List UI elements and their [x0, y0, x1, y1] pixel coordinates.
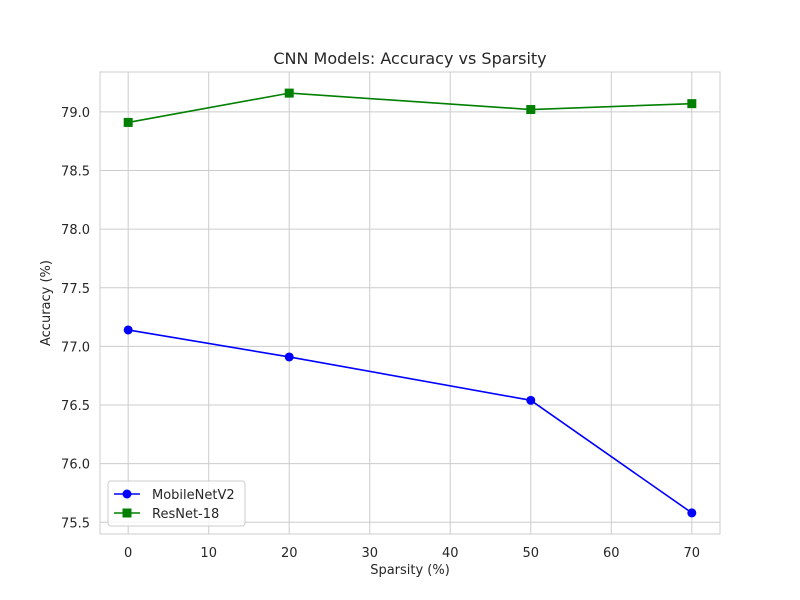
- data-point-mobilenetv2: [284, 352, 294, 362]
- legend-marker-resnet-18: [122, 508, 132, 518]
- y-tick-label: 78.0: [61, 223, 90, 238]
- series-mobilenetv2: [123, 325, 697, 518]
- series-resnet-18: [123, 88, 697, 127]
- x-tick-label: 50: [523, 546, 540, 561]
- x-axis-title: Sparsity (%): [370, 563, 450, 578]
- data-point-resnet-18: [123, 117, 133, 127]
- x-tick-label: 0: [124, 546, 132, 561]
- y-tick-label: 77.0: [61, 340, 90, 355]
- x-tick-label: 30: [361, 546, 378, 561]
- y-tick-label: 78.5: [61, 164, 90, 179]
- series-line-mobilenetv2: [128, 329, 693, 514]
- plot-area: [100, 72, 720, 534]
- x-tick-label: 10: [200, 546, 217, 561]
- legend-entries: MobileNetV2 ResNet-18: [114, 488, 235, 522]
- y-tick-label: 76.5: [61, 399, 90, 414]
- legend-marker-mobilenetv2: [122, 489, 132, 499]
- tick-labels: 0 10 20 30 40 50 60 70 75.5 76.0 76.5 77.0 77.5 78.0 7…: [61, 106, 700, 561]
- series-line-resnet-18: [128, 92, 692, 124]
- legend: MobileNetV2 ResNet-18: [107, 480, 246, 527]
- legend-label-mobilenetv2: MobileNetV2: [152, 488, 235, 503]
- series-group: [123, 88, 697, 518]
- legend-label-resnet-18: ResNet-18: [152, 507, 219, 522]
- data-point-resnet-18: [687, 99, 697, 109]
- data-point-mobilenetv2: [526, 395, 536, 405]
- y-tick-label: 76.0: [61, 458, 90, 473]
- data-point-mobilenetv2: [687, 508, 697, 518]
- plot-frame: [99, 71, 721, 535]
- x-tick-label: 40: [442, 546, 459, 561]
- legend-entry-resnet-18: ResNet-18: [114, 507, 219, 522]
- y-tick-label: 77.5: [61, 282, 90, 297]
- x-tick-label: 20: [281, 546, 298, 561]
- data-point-resnet-18: [284, 88, 294, 98]
- legend-box: [107, 480, 246, 527]
- chart-title: CNN Models: Accuracy vs Sparsity: [273, 49, 546, 68]
- y-tick-label: 75.5: [61, 516, 90, 531]
- y-tick-label: 79.0: [61, 106, 90, 121]
- y-axis-title: Accuracy (%): [39, 260, 54, 346]
- legend-entry-mobilenetv2: MobileNetV2: [114, 488, 235, 503]
- data-point-mobilenetv2: [123, 325, 133, 335]
- x-tick-label: 70: [684, 546, 701, 561]
- data-point-resnet-18: [526, 105, 536, 115]
- x-tick-label: 60: [603, 546, 620, 561]
